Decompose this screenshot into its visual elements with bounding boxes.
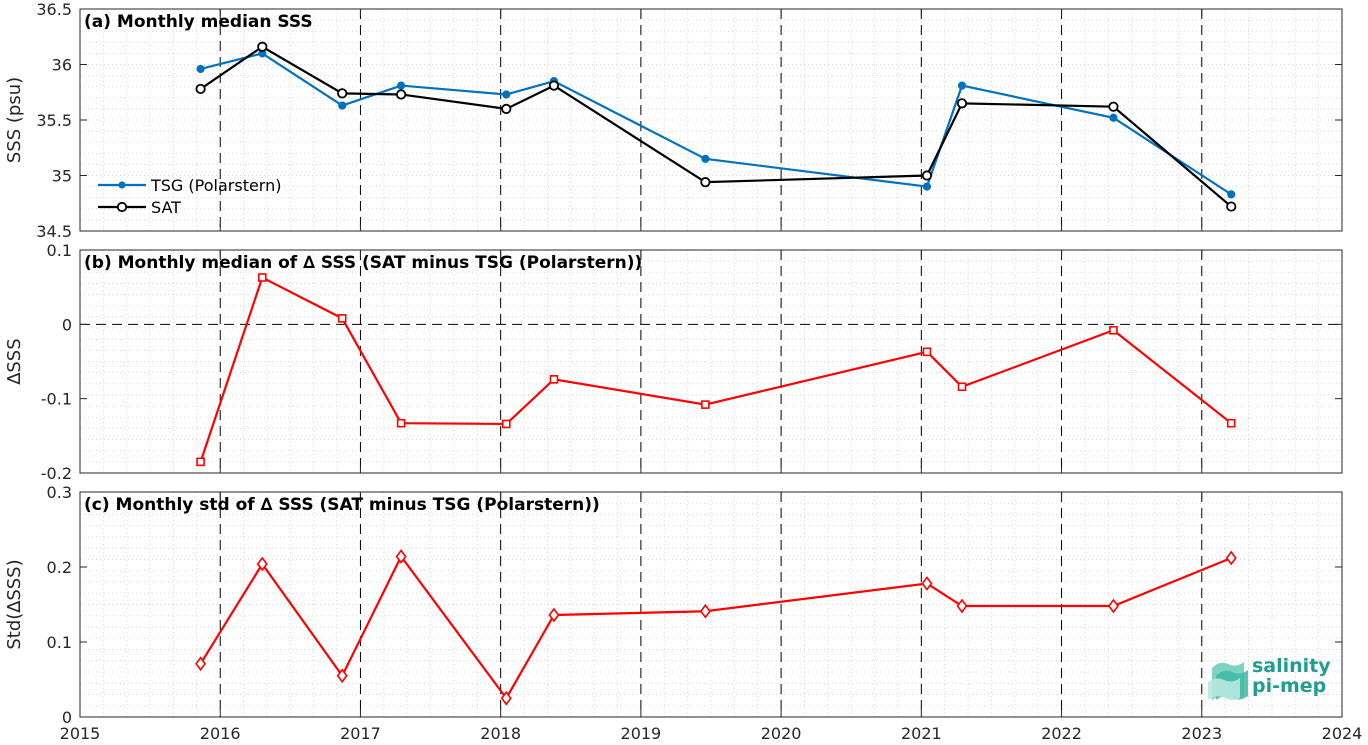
data-point	[502, 90, 511, 99]
data-point	[1227, 190, 1236, 199]
data-point	[395, 549, 407, 564]
x-tick-label: 2021	[901, 724, 942, 743]
data-point	[957, 382, 967, 392]
data-point	[1107, 598, 1119, 614]
legend-marker	[116, 201, 128, 213]
y-axis-label: ∆SSS	[4, 338, 25, 385]
data-point	[701, 400, 710, 409]
data-point	[337, 314, 347, 323]
x-tick-label: 2016	[200, 724, 241, 743]
x-tick-label: 2019	[621, 724, 662, 743]
y-tick-label: 0.2	[47, 558, 72, 577]
data-point	[699, 603, 711, 619]
data-point	[195, 656, 207, 672]
data-point	[1226, 201, 1237, 212]
x-tick-label: 2022	[1041, 724, 1082, 743]
series-line-1	[199, 45, 1232, 208]
y-tick-label: 0.1	[47, 241, 72, 260]
x-tick-label: 2018	[480, 724, 521, 743]
data-point	[548, 607, 560, 623]
data-point	[549, 375, 559, 384]
panel-c: 0 0.1 0.2 0.3 2015 2016 2017 2018 2019 2020 2021 20…	[4, 483, 1362, 743]
y-tick-label: -0.2	[41, 464, 72, 483]
data-point	[956, 98, 968, 109]
x-tick-label: 2020	[761, 724, 802, 743]
y-tick-label: 0.3	[47, 483, 72, 502]
data-point	[257, 41, 268, 52]
data-point	[337, 88, 348, 99]
data-point	[257, 273, 267, 282]
data-point	[548, 80, 560, 91]
data-point	[922, 347, 932, 357]
y-tick-label: 0	[62, 708, 72, 727]
data-point	[956, 598, 968, 614]
x-tick-label: 2024	[1322, 724, 1363, 743]
data-point	[338, 101, 347, 110]
data-point	[1226, 418, 1236, 428]
data-point	[921, 170, 933, 181]
data-point	[1108, 101, 1119, 112]
panel-title: (c) Monthly std of ∆ SSS (SAT minus TSG …	[84, 495, 600, 515]
y-tick-label: 0.1	[47, 633, 72, 652]
data-point	[501, 419, 511, 429]
wave-logo-icon	[1208, 662, 1248, 700]
data-point	[336, 668, 348, 684]
series-line-0	[200, 52, 1232, 196]
data-point	[957, 81, 967, 90]
data-point	[701, 154, 710, 163]
y-tick-label: 0	[62, 315, 72, 334]
y-axis-label: SSS (psu)	[4, 77, 25, 163]
data-point	[922, 182, 932, 191]
series-line-0	[199, 275, 1232, 463]
data-point	[256, 556, 268, 572]
y-tick-label: 34.5	[36, 222, 72, 241]
y-tick-label: 35.5	[36, 111, 72, 130]
x-tick-label: 2017	[340, 724, 381, 743]
data-point	[1109, 113, 1118, 122]
y-tick-label: -0.1	[41, 390, 72, 409]
axes-box	[79, 249, 1343, 474]
axes-box	[79, 491, 1343, 718]
x-tick-label: 2015	[60, 724, 101, 743]
data-point	[1225, 550, 1237, 566]
panel-title: (a) Monthly median SSS	[84, 12, 313, 32]
panel-a: 34.5 35 35.5 36 36.5 SSS (psu) (a) Monthly med…	[4, 0, 1343, 241]
data-point	[195, 83, 206, 95]
y-axis-label: Std(∆SSS)	[4, 559, 25, 649]
data-point	[396, 418, 406, 428]
data-point	[921, 576, 933, 591]
panel-title: (b) Monthly median of ∆ SSS (SAT minus T…	[84, 253, 642, 273]
data-point	[397, 81, 406, 90]
data-point	[500, 690, 512, 706]
legend-marker	[118, 181, 126, 189]
legend-entry: TSG (Polarstern)	[150, 176, 281, 195]
y-tick-label: 35	[52, 167, 72, 186]
x-tick-label: 2023	[1181, 724, 1222, 743]
data-point	[1109, 325, 1118, 335]
data-point	[396, 89, 407, 100]
legend-entry: SAT	[151, 198, 181, 217]
panel-b: -0.2 -0.1 0 0.1 ∆SSS (b) Monthly median of ∆ …	[4, 241, 1343, 483]
logo-line-1: salinity	[1252, 655, 1331, 677]
data-point	[700, 177, 711, 188]
logo-line-2: pi-mep	[1252, 675, 1327, 697]
data-point	[196, 457, 205, 467]
y-tick-label: 36.5	[36, 0, 72, 19]
data-point	[501, 103, 512, 115]
salinity-pimep-logo: salinity pi-mep	[1206, 654, 1336, 704]
data-point	[196, 64, 205, 74]
y-tick-label: 36	[52, 56, 72, 75]
